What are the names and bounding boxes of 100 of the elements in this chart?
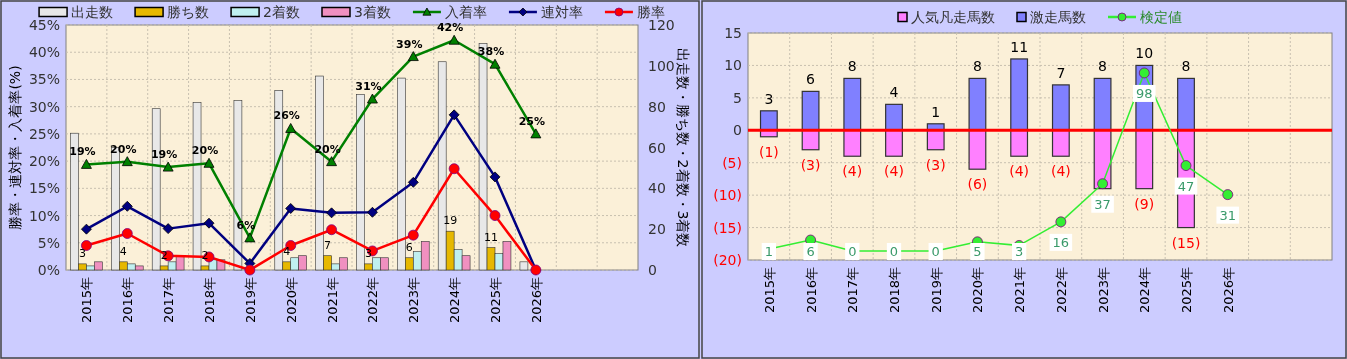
y-tick-label: 10% [28,207,60,224]
point [121,228,133,239]
point [1138,67,1150,79]
x-tick-label: 2022年 [1053,267,1069,314]
data-label: 6 [806,244,815,259]
data-label: 19% [150,148,178,162]
bar [1051,129,1070,157]
y-tick-label: (5) [722,154,742,171]
y-tick-label: 0 [733,122,742,139]
x-tick-label: 2025年 [488,277,503,324]
point [448,34,460,45]
y-tick-label: 30% [28,98,60,115]
point [203,217,215,229]
point [121,200,133,212]
point [203,157,215,168]
point [489,58,501,69]
point [244,264,256,276]
data-label: 7 [1056,64,1066,81]
point [285,203,297,214]
data-label: 6 [405,240,413,254]
data-label: 11 [484,230,499,244]
x-tick-label: 2022年 [365,277,381,324]
legend-label: 激走馬数 [1030,9,1086,25]
data-label: 4 [119,244,127,258]
point [448,163,460,175]
point [244,232,256,243]
legend-label: 入着率 [444,4,487,20]
y-tick-label: 0% [37,262,60,278]
x-tick-label: 2020年 [970,267,986,314]
x-tick-label: 2021年 [1012,267,1028,314]
data-label: (1) [758,143,779,160]
data-label: 0 [889,244,899,259]
x-tick-label: 2016年 [120,277,136,324]
legend-label: 勝ち数 [167,4,210,20]
y-axis-title: 勝率・連対率・入着率(%) [7,65,23,230]
point [162,161,174,172]
y-tick-label: 25% [28,125,60,142]
point [1097,178,1108,190]
y2-tick-label: 120 [648,17,675,33]
point [326,224,337,236]
point [489,210,501,221]
data-label: 3 [764,90,774,107]
point [1222,189,1234,201]
point [1180,160,1192,171]
bar [885,129,903,157]
y-tick-label: 5 [733,89,742,106]
x-tick-label: 2017年 [161,277,177,324]
data-label: (6) [967,176,988,193]
data-label: (4) [884,163,904,180]
x-tick-label: 2019年 [928,267,944,314]
data-label: 3 [78,246,86,260]
data-label: 10 [1135,45,1154,62]
bar [1093,77,1112,131]
x-tick-label: 2015年 [761,267,777,314]
point [285,123,297,133]
y-tick-label: 20% [28,153,60,170]
bar [801,90,820,131]
point [1055,216,1067,228]
x-tick-label: 2017年 [845,267,861,314]
bar [843,129,862,157]
point [326,156,337,167]
legend-label: 検定値 [1140,9,1182,25]
data-label: (3) [925,156,946,173]
data-label: 8 [1181,58,1191,75]
x-tick-label: 2023年 [406,277,422,324]
x-tick-label: 2025年 [1179,267,1194,314]
point [407,229,419,241]
y-tick-label: 15% [28,180,60,197]
y-tick-label: (10) [713,187,742,204]
x-tick-label: 2026年 [528,277,544,324]
y2-tick-label: 100 [648,57,675,74]
data-label: 31% [355,80,382,94]
data-label: 98 [1136,85,1153,101]
data-label: 3 [1015,244,1024,259]
bar [1135,129,1154,190]
legend-label: 連対率 [540,4,583,20]
bar [1051,84,1070,131]
y-tick-label: (20) [713,252,742,268]
bar [759,110,778,131]
bar [843,77,862,131]
data-label: 11 [1010,38,1029,55]
y2-tick-label: 40 [648,180,666,197]
data-label: 20% [191,144,219,158]
y-tick-label: 45% [28,17,60,33]
point [448,109,460,121]
point [367,93,378,104]
data-label: 31 [1219,207,1236,223]
data-label: 1 [931,103,941,120]
point [407,176,419,188]
data-label: 47 [1177,178,1195,194]
data-label: 26% [273,109,300,123]
data-label: 8 [972,58,982,75]
point [407,51,419,61]
data-label: 1 [764,244,773,259]
bar [1177,77,1195,131]
bar [968,129,987,170]
data-label: 16 [1052,234,1070,250]
x-tick-label: 2026年 [1220,267,1236,314]
x-tick-label: 2021年 [324,277,340,324]
legend-label: 出走数 [71,4,114,20]
